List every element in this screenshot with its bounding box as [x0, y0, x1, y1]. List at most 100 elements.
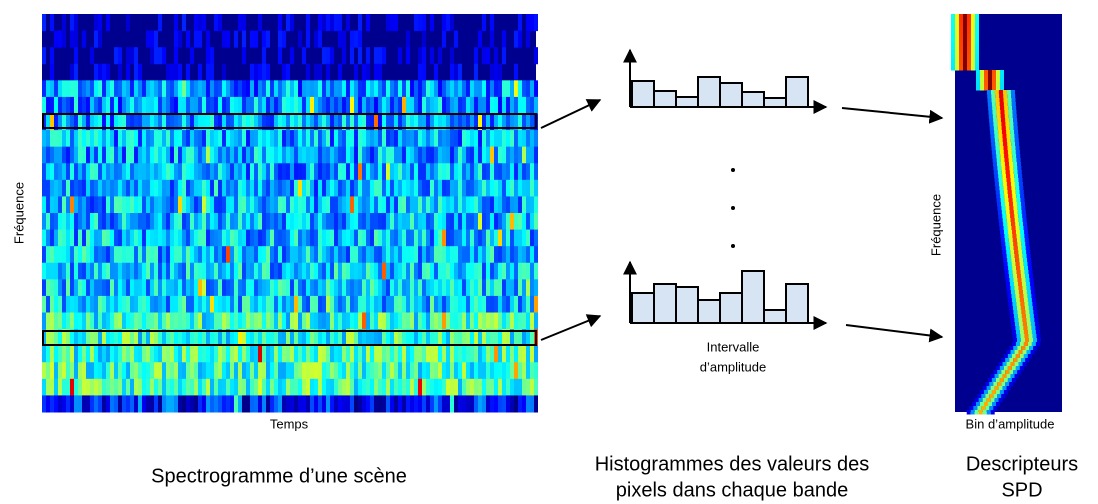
- pixel: [50, 229, 54, 247]
- pixel: [422, 295, 426, 313]
- pixel: [976, 402, 981, 407]
- pixel: [318, 14, 322, 32]
- pixel: [1005, 210, 1010, 215]
- pixel: [498, 196, 502, 214]
- pixel: [202, 246, 206, 264]
- pixel: [1015, 222, 1020, 227]
- pixel: [42, 196, 46, 214]
- pixel: [418, 395, 422, 413]
- pixel: [310, 196, 314, 214]
- pixel: [1017, 170, 1022, 175]
- pixel: [314, 80, 318, 98]
- pixel: [980, 86, 984, 91]
- pixel: [106, 179, 110, 197]
- pixel: [286, 229, 290, 247]
- pixel: [530, 295, 534, 313]
- pixel: [166, 146, 170, 164]
- pixel: [994, 134, 999, 139]
- pixel: [442, 378, 446, 396]
- pixel: [418, 262, 422, 280]
- pixel: [62, 362, 66, 380]
- pixel: [186, 229, 190, 247]
- pixel: [338, 14, 342, 32]
- pixel: [382, 262, 386, 280]
- pixel: [330, 279, 334, 297]
- pixel: [442, 246, 446, 264]
- pixel: [106, 213, 110, 231]
- pixel: [382, 80, 386, 98]
- pixel: [234, 30, 238, 48]
- pixel: [510, 196, 514, 214]
- pixel: [346, 345, 350, 363]
- pixel: [342, 246, 346, 264]
- pixel: [86, 113, 90, 131]
- pixel: [238, 295, 242, 313]
- pixel: [482, 345, 486, 363]
- pixel: [102, 378, 106, 396]
- pixel: [514, 179, 518, 197]
- pixel: [342, 262, 346, 280]
- pixel: [1012, 106, 1017, 111]
- pixel: [530, 96, 534, 114]
- pixel: [997, 122, 1002, 127]
- pixel: [398, 279, 402, 297]
- pixel: [518, 14, 522, 32]
- pixel: [170, 378, 174, 396]
- pixel: [402, 163, 406, 181]
- pixel: [410, 246, 414, 264]
- pixel: [498, 96, 502, 114]
- pixel: [366, 378, 370, 396]
- pixel: [222, 295, 226, 313]
- pixel: [374, 362, 378, 380]
- pixel: [478, 113, 482, 131]
- pixel: [98, 196, 102, 214]
- pixel: [959, 58, 963, 63]
- pixel: [434, 378, 438, 396]
- pixel: [980, 82, 984, 87]
- pixel: [186, 395, 190, 413]
- pixel: [450, 163, 454, 181]
- spectrogram-image: [42, 14, 538, 413]
- pixel: [474, 80, 478, 98]
- arrow: [841, 107, 944, 124]
- pixel: [366, 179, 370, 197]
- pixel: [302, 196, 306, 214]
- pixel: [302, 312, 306, 330]
- pixel: [955, 34, 959, 39]
- pixel: [138, 262, 142, 280]
- pixel: [398, 229, 402, 247]
- pixel: [506, 312, 510, 330]
- pixel: [442, 279, 446, 297]
- pixel: [302, 96, 306, 114]
- pixel: [1005, 278, 1010, 283]
- pixel: [122, 96, 126, 114]
- pixel: [951, 50, 955, 55]
- pixel: [514, 96, 518, 114]
- pixel: [186, 96, 190, 114]
- pixel: [1007, 262, 1012, 267]
- pixel: [983, 390, 988, 395]
- pixel: [286, 130, 290, 148]
- pixel: [242, 30, 246, 48]
- pixel: [194, 130, 198, 148]
- pixel: [382, 229, 386, 247]
- pixel: [370, 113, 374, 131]
- pixel: [58, 329, 62, 347]
- pixel: [358, 262, 362, 280]
- pixel: [226, 179, 230, 197]
- pixel: [254, 130, 258, 148]
- pixel: [955, 58, 959, 63]
- pixel: [522, 329, 526, 347]
- pixel: [142, 96, 146, 114]
- pixel: [510, 179, 514, 197]
- pixel: [62, 80, 66, 98]
- pixel: [975, 34, 979, 39]
- pixel: [238, 262, 242, 280]
- pixel: [1013, 278, 1018, 283]
- pixel: [166, 395, 170, 413]
- pixel: [114, 196, 118, 214]
- pixel: [210, 262, 214, 280]
- pixel: [462, 80, 466, 98]
- pixel: [82, 279, 86, 297]
- pixel: [971, 30, 975, 35]
